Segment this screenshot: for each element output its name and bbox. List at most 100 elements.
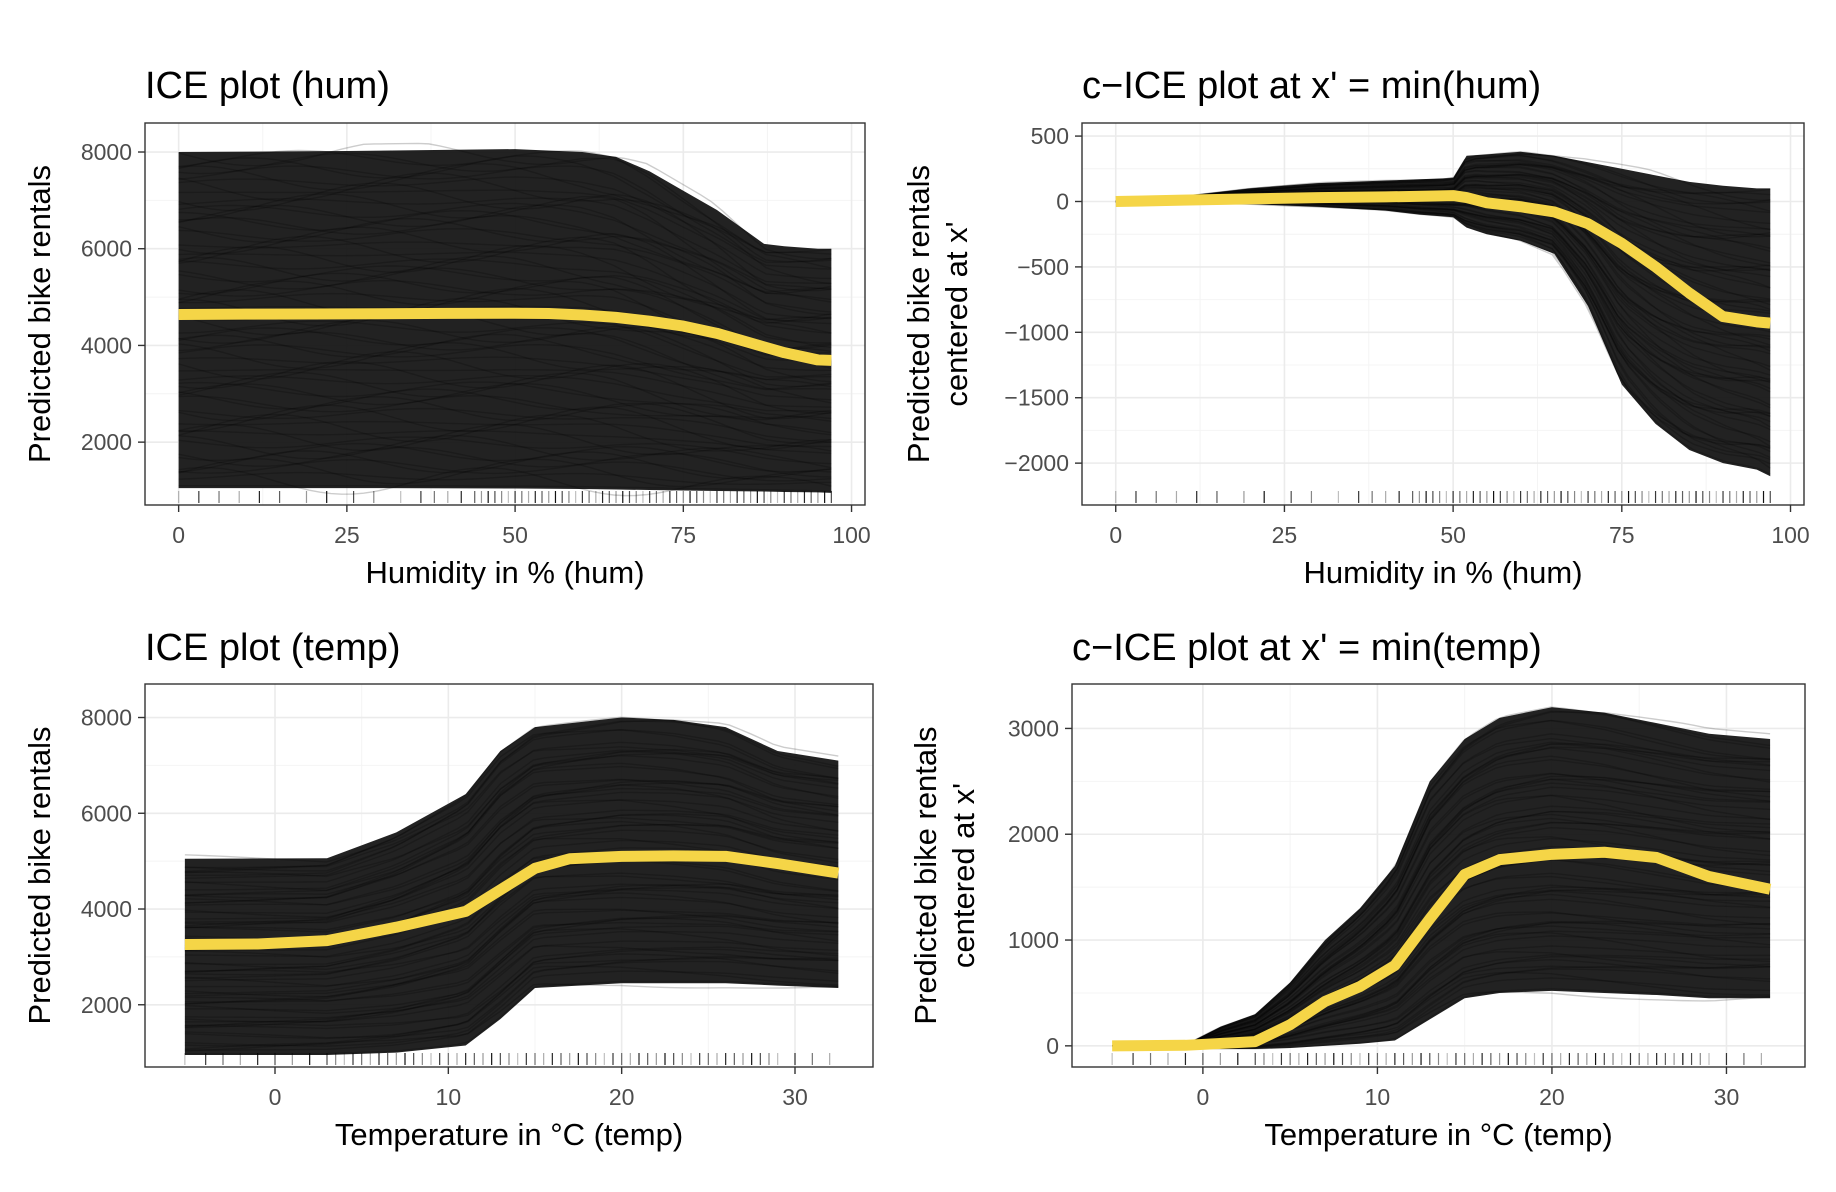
ice-curve bbox=[184, 823, 839, 931]
ice-curve bbox=[184, 719, 839, 863]
plot-area bbox=[1115, 150, 1771, 477]
ice-curve bbox=[184, 886, 839, 973]
ice-curve bbox=[178, 226, 832, 322]
ice-curve bbox=[184, 915, 839, 1002]
ice-curve bbox=[184, 883, 839, 987]
ice-curve bbox=[178, 235, 832, 324]
ice-curve bbox=[178, 423, 832, 456]
x-tick-label: 0 bbox=[172, 522, 185, 548]
ice-curve bbox=[178, 165, 832, 263]
ice-curve bbox=[178, 241, 832, 320]
ice-curve bbox=[1115, 154, 1771, 203]
x-axis-title: Temperature in °C (temp) bbox=[1264, 1117, 1612, 1152]
ice-curve bbox=[178, 228, 832, 313]
plot-area bbox=[184, 716, 840, 1056]
ice-curve bbox=[184, 741, 839, 879]
ice-curve bbox=[1112, 810, 1771, 1047]
ice-curve bbox=[178, 360, 832, 420]
ice-curve bbox=[1115, 162, 1771, 225]
rug bbox=[178, 491, 832, 503]
x-tick-label: 10 bbox=[1365, 1084, 1391, 1110]
ice-curve bbox=[1112, 817, 1771, 1047]
ice-curve bbox=[1115, 164, 1771, 231]
y-tick-label: −2000 bbox=[1004, 450, 1069, 476]
ice-curve bbox=[1112, 778, 1771, 1047]
ice-curve bbox=[178, 193, 832, 294]
x-tick-label: 25 bbox=[1272, 522, 1298, 548]
ice-curve bbox=[184, 749, 839, 884]
ice-curve bbox=[1112, 746, 1771, 1047]
ice-curve bbox=[1112, 743, 1771, 1047]
rug bbox=[184, 1053, 831, 1065]
y-tick-label: 8000 bbox=[81, 139, 132, 165]
ice-curve bbox=[178, 471, 832, 485]
ice-curve bbox=[178, 209, 832, 303]
x-axis-title: Humidity in % (hum) bbox=[1303, 555, 1582, 590]
ice-curve bbox=[178, 388, 832, 436]
panel-border bbox=[144, 683, 874, 1068]
ice-curve bbox=[184, 955, 839, 1039]
ice-curve bbox=[184, 780, 839, 918]
y-axis-title: centered at x' bbox=[939, 221, 974, 406]
x-axis-title: Humidity in % (hum) bbox=[365, 555, 644, 590]
ice-curve bbox=[184, 787, 839, 906]
panel-title: c−ICE plot at x' = min(temp) bbox=[1072, 627, 1542, 669]
ice-curve bbox=[184, 892, 839, 1003]
ice-curve bbox=[184, 751, 839, 899]
x-tick-label: 100 bbox=[832, 522, 870, 548]
ice-curve bbox=[1112, 805, 1771, 1047]
ice-curve bbox=[178, 197, 832, 285]
panel-border bbox=[1071, 683, 1806, 1068]
ice-curve bbox=[178, 152, 832, 263]
ice-curve bbox=[184, 956, 839, 1027]
x-tick-label: 20 bbox=[609, 1084, 635, 1110]
ice-curve bbox=[1112, 719, 1771, 1047]
ice-curve bbox=[184, 945, 839, 1028]
y-tick-label: −1500 bbox=[1004, 385, 1069, 411]
chart-panel-ice_hum: ICE plot (hum) 0 25 50 75 100 2000 4000 6000 8000… bbox=[22, 65, 871, 590]
chart-panel-cice_hum: c−ICE plot at x' = min(hum) 0 25 50 75 100 −20… bbox=[901, 65, 1810, 590]
ice-curve bbox=[178, 413, 832, 452]
ice-curve bbox=[184, 782, 839, 906]
ice-curve bbox=[178, 204, 832, 293]
y-tick-label: 0 bbox=[1046, 1033, 1059, 1059]
ice-curve bbox=[184, 765, 839, 896]
ice-curve bbox=[178, 320, 832, 378]
ice-curve bbox=[1112, 737, 1771, 1047]
ice-curve bbox=[178, 149, 832, 254]
ice-curve bbox=[178, 442, 832, 473]
ice-curve bbox=[1115, 159, 1771, 212]
ice-curve bbox=[184, 953, 839, 1047]
x-tick-label: 20 bbox=[1539, 1084, 1565, 1110]
ice-curve bbox=[178, 458, 832, 488]
ice-curve bbox=[178, 341, 832, 404]
ice-curve bbox=[184, 872, 839, 979]
x-tick-label: 10 bbox=[436, 1084, 462, 1110]
panel-title: c−ICE plot at x' = min(hum) bbox=[1082, 65, 1541, 107]
average-curve bbox=[178, 307, 832, 366]
y-tick-label: 6000 bbox=[81, 236, 132, 262]
ice-curve bbox=[178, 155, 832, 255]
ice-curve bbox=[1112, 786, 1771, 1047]
ice-curve bbox=[1115, 159, 1771, 214]
ice-curve bbox=[1115, 163, 1771, 238]
ice-curve bbox=[184, 983, 839, 1050]
ice-curve bbox=[178, 217, 832, 316]
ice-curve bbox=[178, 319, 832, 388]
panel-border bbox=[1081, 122, 1805, 506]
ice-curve bbox=[184, 965, 839, 1052]
x-tick-label: 50 bbox=[502, 522, 528, 548]
x-tick-label: 0 bbox=[1109, 522, 1122, 548]
ice-curve bbox=[1112, 821, 1771, 1047]
ice-curve bbox=[1112, 813, 1771, 1047]
ice-curve bbox=[184, 921, 839, 1005]
ice-curve bbox=[1112, 794, 1771, 1047]
ice-curve bbox=[1112, 741, 1771, 1047]
x-axis-title: Temperature in °C (temp) bbox=[335, 1117, 683, 1152]
ice-curve bbox=[184, 928, 839, 1029]
ice-curve bbox=[1112, 711, 1771, 1047]
ice-curve bbox=[1112, 710, 1771, 1047]
y-axis-title: Predicted bike rentals bbox=[22, 726, 57, 1024]
ice-curve bbox=[1112, 772, 1771, 1047]
